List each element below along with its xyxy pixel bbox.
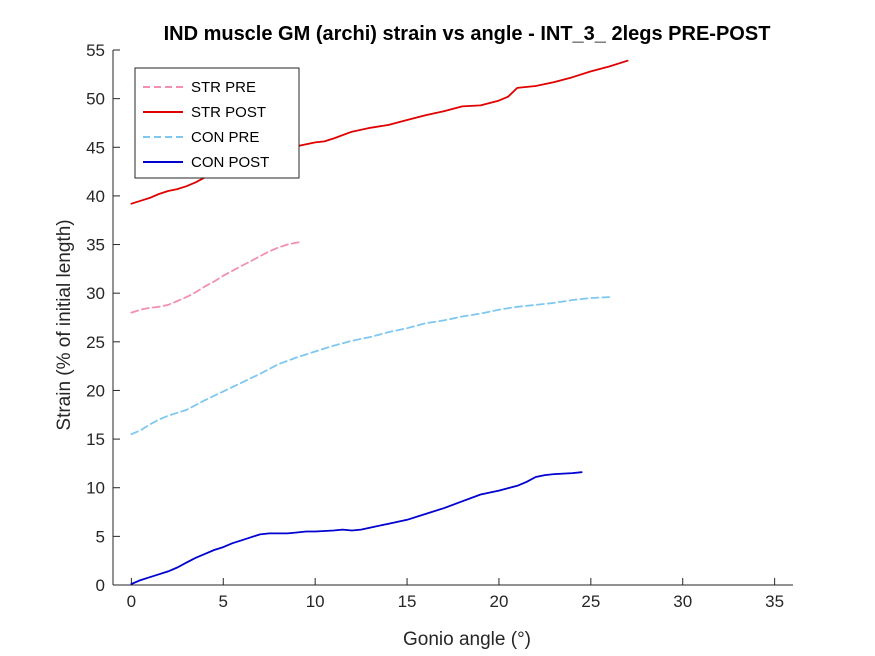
y-tick-label: 15 [86, 430, 105, 449]
y-tick-label: 55 [86, 41, 105, 60]
legend-entry: CON POST [191, 154, 269, 171]
x-tick-label: 25 [581, 592, 600, 611]
x-tick-label: 20 [489, 592, 508, 611]
x-tick-label: 30 [673, 592, 692, 611]
x-axis-label: Gonio angle (°) [403, 629, 531, 650]
x-tick-label: 15 [398, 592, 417, 611]
series-lines [130, 59, 629, 585]
x-tick-label: 5 [219, 592, 228, 611]
legend-box [134, 67, 300, 179]
legend-entry: CON PRE [191, 129, 259, 146]
series-line-str-post [130, 59, 629, 205]
y-tick-label: 40 [86, 187, 105, 206]
y-tick-label: 35 [86, 236, 105, 255]
y-tick-label: 30 [86, 284, 105, 303]
y-axis-label: Strain (% of initial length) [54, 219, 75, 430]
series-line-con-pre [130, 296, 611, 436]
y-tick-label: 45 [86, 138, 105, 157]
x-tick-label: 35 [765, 592, 784, 611]
y-tick-label: 10 [86, 479, 105, 498]
series-line-str-pre [130, 240, 304, 314]
legend-entry: STR POST [191, 104, 266, 121]
legend-entry: STR PRE [191, 79, 256, 96]
y-tick-label: 20 [86, 381, 105, 400]
x-tick-label: 0 [127, 592, 136, 611]
y-tick-label: 5 [96, 527, 105, 546]
x-tick-label: 10 [306, 592, 325, 611]
y-tick-label: 50 [86, 90, 105, 109]
chart-title: IND muscle GM (archi) strain vs angle - … [164, 23, 771, 45]
y-tick-label: 0 [96, 576, 105, 595]
y-tick-label: 25 [86, 333, 105, 352]
series-line-con-post [130, 471, 583, 585]
axes: 0 5 10 15 20 25 30 35 0 5 10 15 20 25 30 35 40 45 50 55 [86, 41, 793, 611]
legend: STR PRE STR POST CON PRE CON POST [134, 67, 300, 179]
